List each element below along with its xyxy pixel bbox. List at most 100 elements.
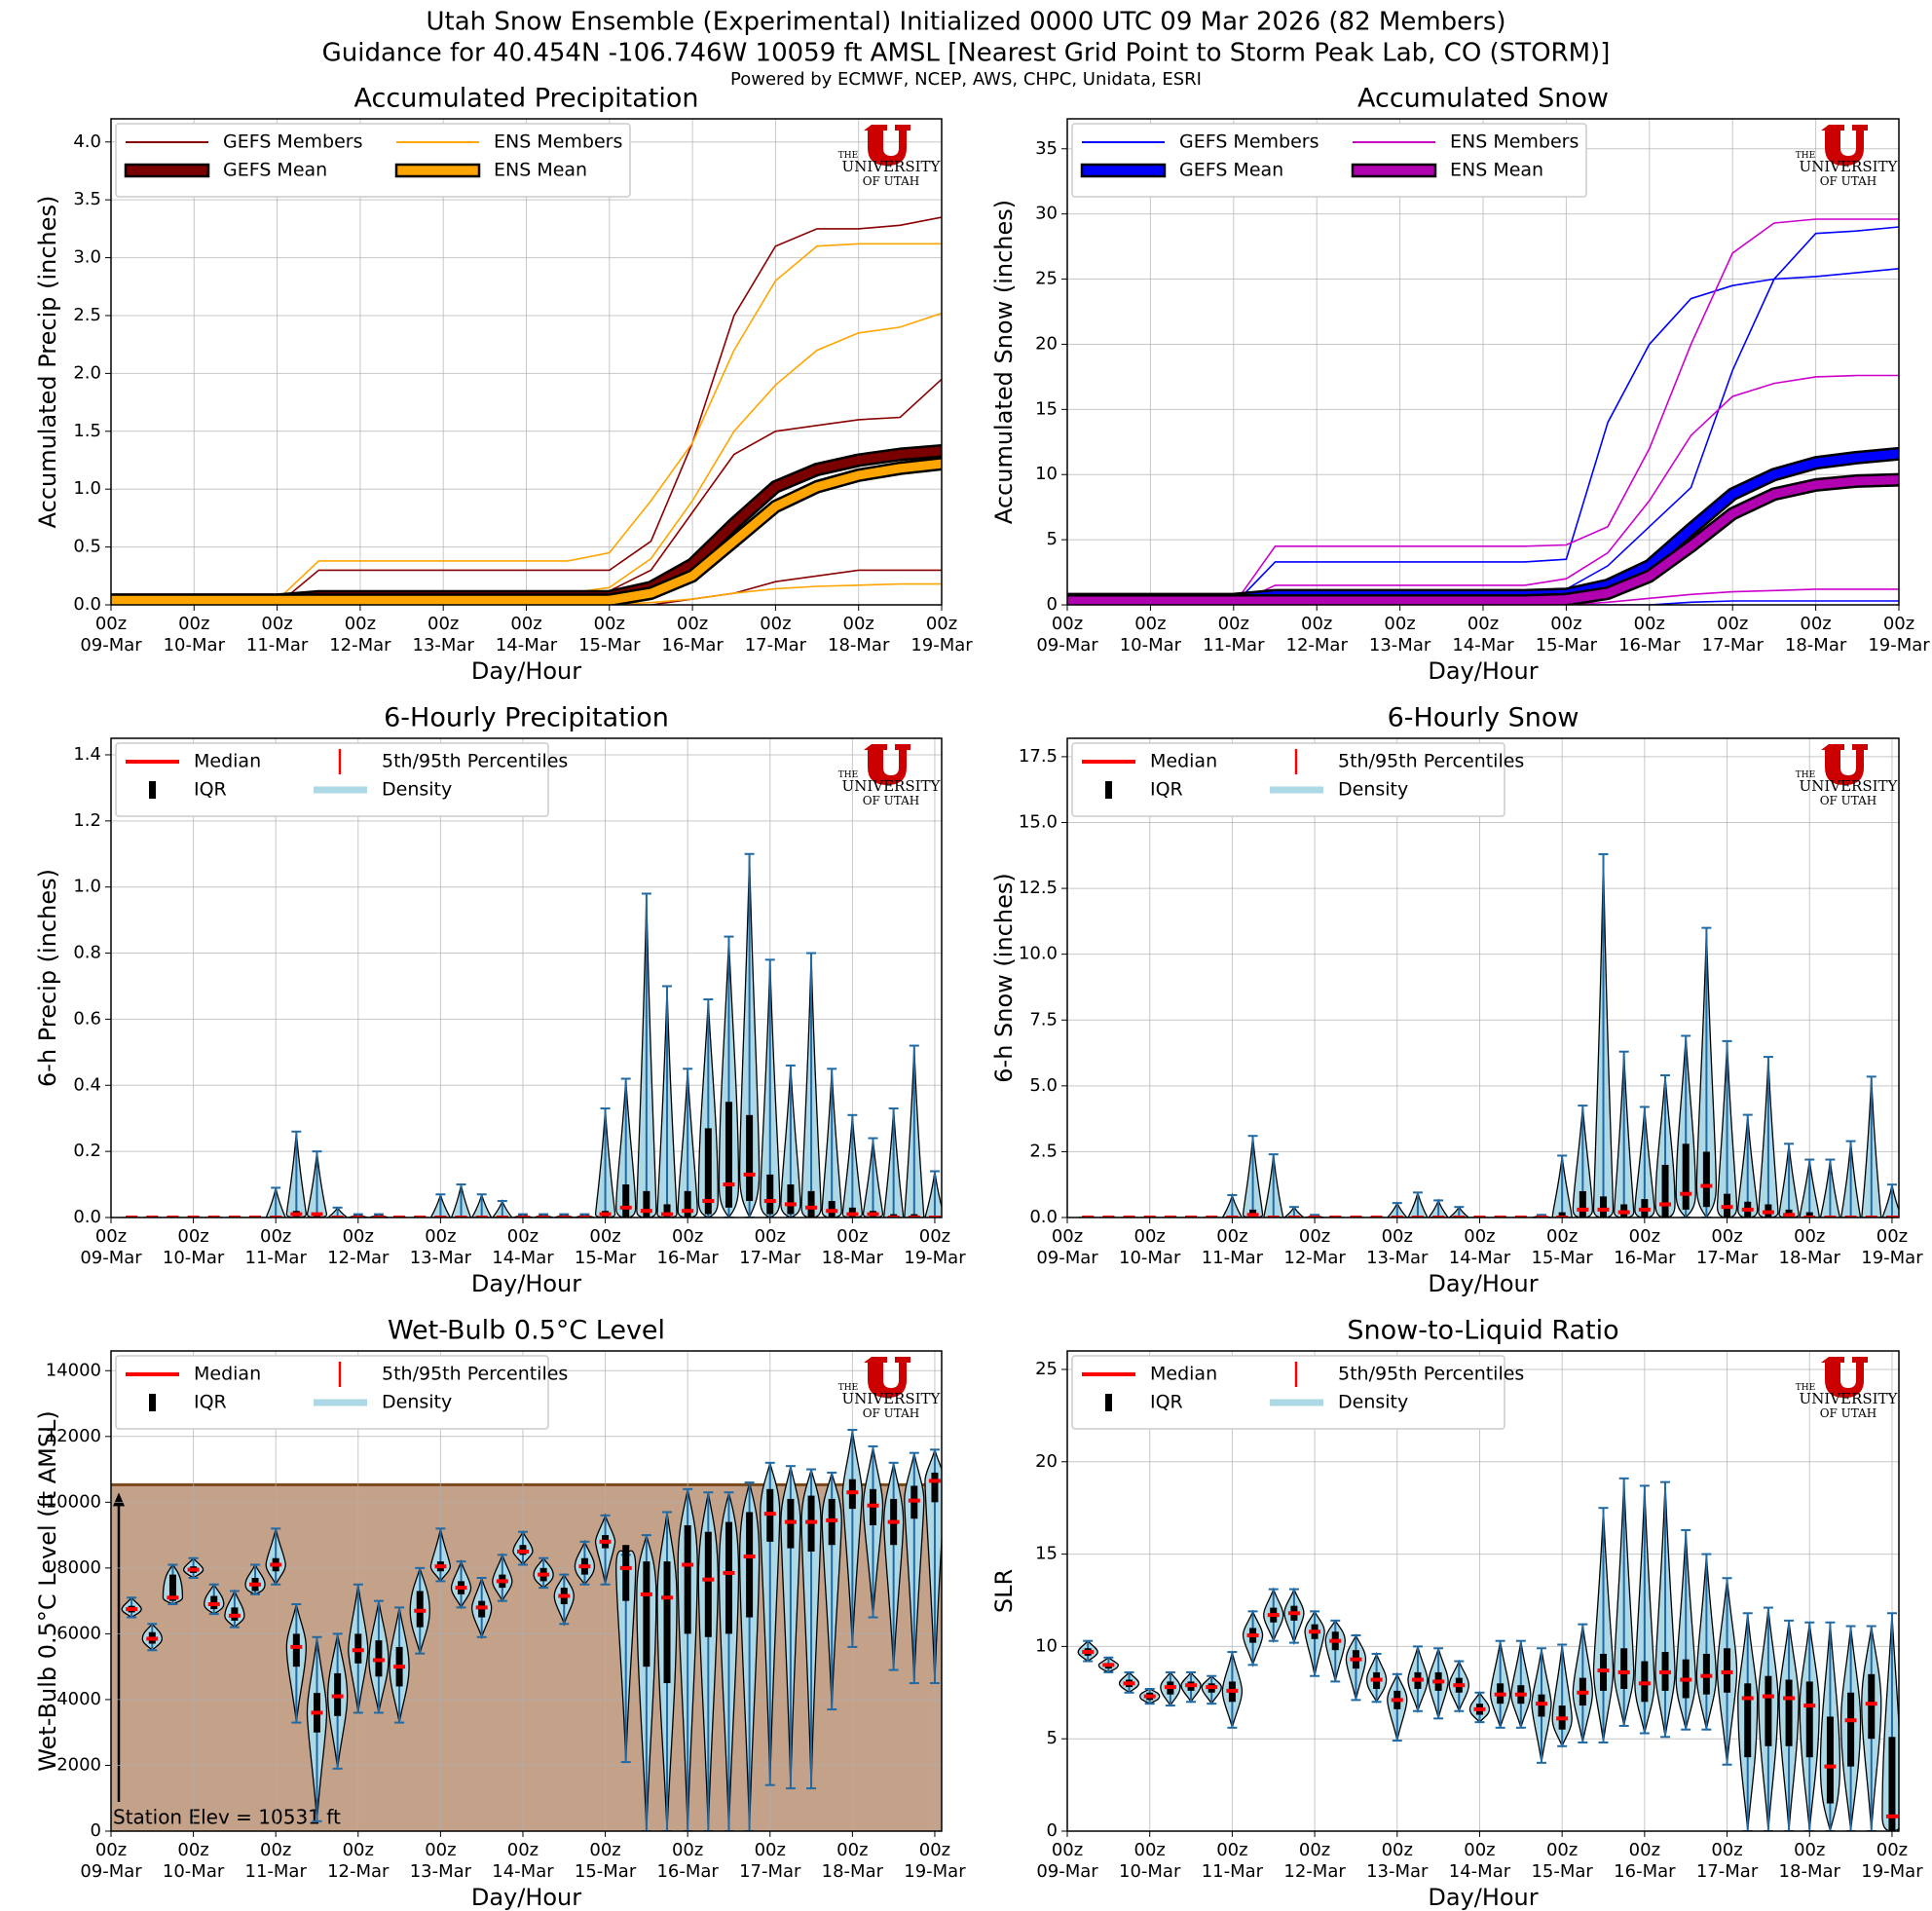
credit: Powered by ECMWF, NCEP, AWS, CHPC, Unida… [730,69,1202,90]
y-tick-label: 15 [1035,1544,1058,1564]
member-line [111,216,942,605]
legend-box [115,1355,549,1430]
iqr-box [643,1561,650,1667]
x-tick-date: 17-Mar [739,1861,801,1882]
legend-swatch [1351,163,1437,178]
panel: 0510152025303500z09-Mar00z10-Mar00z11-Ma… [990,84,1930,686]
iqr-box [643,1190,650,1218]
iqr-box [724,1102,732,1208]
y-tick-label: 1.4 [73,744,101,765]
y-axis-label: Accumulated Precip (inches) [34,196,61,529]
iqr-box [1620,1648,1628,1689]
legend-box [1071,742,1505,817]
x-tick-hour: 00z [1052,1840,1083,1860]
logo-text: THE [1796,770,1815,780]
iqr-box [704,1531,712,1637]
iqr-box [1744,1683,1752,1758]
panel-title: Accumulated Snow [1357,84,1609,114]
legend-label: 5th/95th Percentiles [382,751,568,772]
y-tick-label: 5.0 [1029,1075,1058,1096]
plot-marks [1067,218,1899,605]
y-tick-label: 0.0 [73,1207,101,1227]
iqr-box [787,1184,795,1215]
violin-body [924,1171,942,1218]
x-tick-date: 15-Mar [1531,1248,1593,1268]
x-tick-date: 19-Mar [904,1248,966,1268]
plot-marks [122,852,942,1218]
x-axis-label: Day/Hour [1428,1884,1538,1911]
x-tick-date: 18-Mar [828,635,890,656]
x-tick-hour: 00z [1717,614,1748,634]
x-tick-date: 12-Mar [1283,1861,1346,1882]
x-tick-hour: 00z [1464,1840,1495,1860]
panel-title: 6-Hourly Precipitation [384,703,669,733]
x-tick-hour: 00z [261,614,292,634]
y-tick-label: 0.2 [73,1141,101,1161]
legend-label: 5th/95th Percentiles [1338,751,1524,772]
x-tick-hour: 00z [1876,1226,1908,1247]
x-tick-date: 09-Mar [1036,1248,1098,1268]
x-tick-date: 11-Mar [245,1248,308,1268]
x-tick-hour: 00z [926,614,957,634]
x-tick-hour: 00z [425,1840,456,1860]
x-tick-hour: 00z [1794,1840,1825,1860]
x-tick-hour: 00z [1134,1840,1166,1860]
x-tick-date: 10-Mar [163,1248,225,1268]
x-tick-date: 16-Mar [661,635,724,656]
x-tick-hour: 00z [1464,1226,1495,1247]
logo-text: UNIVERSITY [842,158,942,175]
x-tick-hour: 00z [343,1226,374,1247]
legend-label: ENS Members [1450,131,1579,153]
iqr-box [1579,1190,1586,1218]
x-tick-hour: 00z [1800,614,1831,634]
x-tick-date: 10-Mar [1120,635,1182,656]
panel: 051015202500z09-Mar00z10-Mar00z11-Mar00z… [990,1316,1923,1911]
x-tick-date: 13-Mar [1366,1248,1429,1268]
x-tick-date: 11-Mar [1203,635,1265,656]
x-tick-date: 10-Mar [1119,1861,1181,1882]
logo-text: OF UTAH [863,174,920,188]
x-tick-hour: 00z [755,1840,786,1860]
y-tick-label: 5 [1047,529,1058,549]
iqr-box [766,1174,774,1215]
y-tick-label: 30 [1035,204,1058,224]
panel-title: Snow-to-Liquid Ratio [1347,1316,1618,1346]
x-tick-date: 14-Mar [1449,1248,1511,1268]
legend-label: GEFS Mean [1179,160,1283,181]
x-tick-date: 15-Mar [575,1861,637,1882]
iqr-box [663,1204,671,1218]
violin-body [1881,1184,1899,1218]
x-tick-date: 19-Mar [904,1861,966,1882]
y-tick-label: 1.0 [73,877,101,897]
x-tick-date: 14-Mar [492,1248,554,1268]
x-tick-hour: 00z [510,614,541,634]
x-tick-date: 11-Mar [1202,1248,1264,1268]
y-tick-label: 0 [1047,1820,1058,1841]
x-tick-date: 17-Mar [739,1248,801,1268]
x-tick-date: 19-Mar [1868,635,1930,656]
x-tick-date: 09-Mar [80,635,142,656]
y-tick-label: 0.6 [73,1008,101,1029]
y-tick-label: 1.0 [73,478,101,499]
legend-box [1071,123,1587,198]
x-tick-date: 09-Mar [1036,1861,1098,1882]
logo-text: THE [1796,1383,1815,1393]
x-tick-date: 16-Mar [1614,1248,1676,1268]
x-tick-hour: 00z [1218,614,1249,634]
member-line [1067,374,1899,605]
x-tick-hour: 00z [1711,1226,1742,1247]
panel-title: Wet-Bulb 0.5°C Level [388,1316,665,1346]
logo-text: THE [838,1383,858,1393]
y-tick-label: 5 [1047,1728,1058,1748]
x-tick-hour: 00z [1301,614,1332,634]
y-tick-label: 3.0 [73,247,101,268]
x-tick-date: 09-Mar [80,1861,142,1882]
logo-u [1821,1357,1868,1398]
logo-text: UNIVERSITY [842,777,942,795]
y-tick-label: 10 [1035,1635,1058,1656]
x-tick-hour: 00z [677,614,708,634]
logo-text: UNIVERSITY [1800,158,1899,175]
x-tick-hour: 00z [260,1840,291,1860]
plot-area [1067,1351,1899,1831]
x-tick-date: 14-Mar [1452,635,1514,656]
